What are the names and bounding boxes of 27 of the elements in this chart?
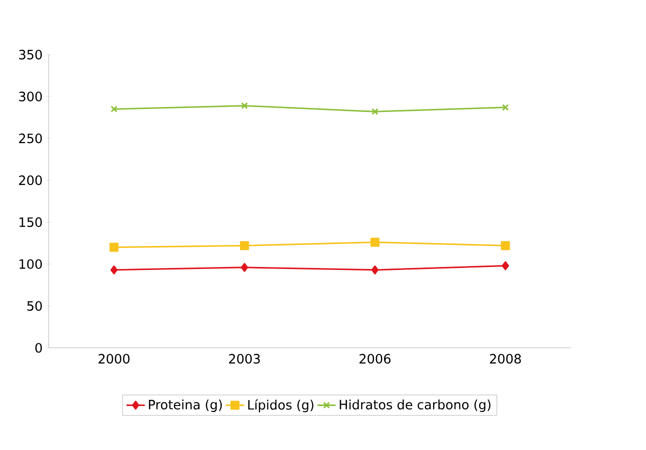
x-tick-label: 2000	[98, 354, 130, 364]
point	[372, 108, 378, 115]
legend-label: Proteina (g)	[148, 400, 222, 412]
y-tick-label: 0	[35, 342, 42, 353]
point	[240, 262, 248, 272]
y-tick-label: 200	[19, 175, 42, 186]
y-tick-label: 350	[19, 50, 42, 60]
x-tick-label: 2006	[360, 354, 390, 364]
point	[110, 265, 118, 274]
y-tick-label: 250	[19, 134, 42, 144]
point	[500, 241, 510, 250]
x-tick-label: 2003	[229, 354, 260, 364]
point	[241, 102, 248, 110]
y-tick-label: 50	[27, 301, 42, 311]
point	[110, 242, 119, 252]
point	[370, 238, 380, 247]
point	[371, 265, 379, 274]
point	[502, 261, 509, 270]
point	[502, 104, 509, 111]
y-tick-label: 300	[19, 92, 42, 102]
point	[110, 106, 118, 112]
x-tick-label: 2008	[490, 354, 521, 364]
legend-label: Hidratos de carbono (g)	[340, 400, 490, 412]
y-tick-label: 150	[20, 217, 42, 228]
y-tick-label: 100	[20, 259, 42, 269]
legend-label: Lípidos (g)	[248, 399, 314, 412]
point	[240, 241, 249, 250]
